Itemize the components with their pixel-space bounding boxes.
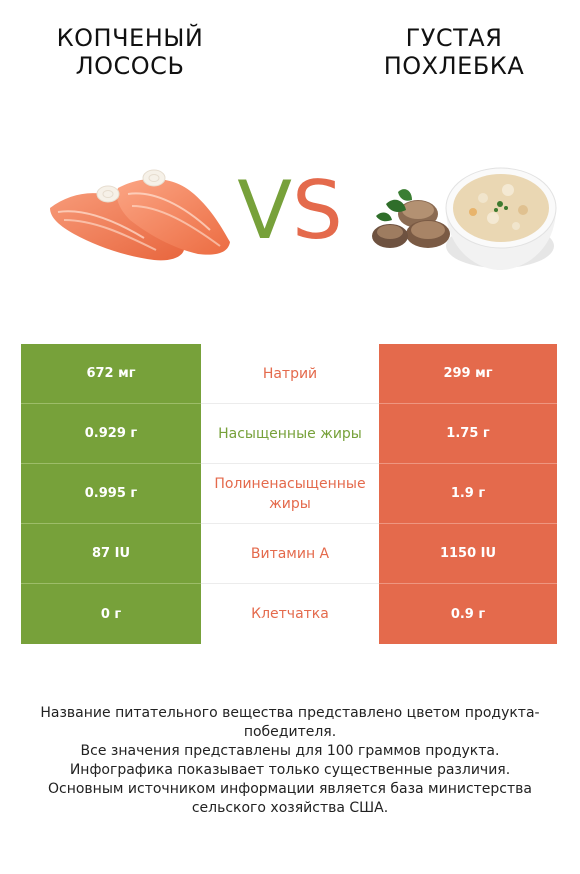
table-row: 0 г Клетчатка 0.9 г	[21, 584, 557, 644]
footer-notes: Название питательного вещества представл…	[10, 704, 570, 818]
smoked-salmon-image	[50, 169, 230, 261]
left-value: 672 мг	[21, 344, 201, 404]
right-value: 1.9 г	[379, 464, 557, 524]
chowder-image	[372, 167, 557, 270]
nutrient-name: Полиненасыщенные жиры	[214, 475, 366, 512]
nutrient-label: Насыщенные жиры	[201, 404, 379, 464]
footer-line: Все значения представлены для 100 граммо…	[80, 743, 500, 759]
left-value: 0.929 г	[21, 404, 201, 464]
table-row: 0.995 г Полиненасыщенные жиры 1.9 г	[21, 464, 557, 524]
nutrient-label: Витамин A	[201, 524, 379, 584]
nutrient-label: Натрий	[201, 344, 379, 404]
left-value: 87 IU	[21, 524, 201, 584]
table-row: 87 IU Витамин A 1150 IU	[21, 524, 557, 584]
versus-mark: VS	[228, 166, 352, 256]
left-food-title: КОПЧЕНЫЙ ЛОСОСЬ	[56, 24, 204, 80]
table-row: 672 мг Натрий 299 мг	[21, 344, 557, 404]
right-value: 0.9 г	[379, 584, 557, 644]
right-value: 299 мг	[379, 344, 557, 404]
footer-line: Инфографика показывает только существенн…	[69, 762, 511, 778]
nutrient-label: Клетчатка	[201, 584, 379, 644]
nutrient-name: Клетчатка	[251, 606, 329, 622]
left-value: 0.995 г	[21, 464, 201, 524]
vs-s-letter: S	[291, 164, 343, 257]
right-value: 1150 IU	[379, 524, 557, 584]
footer-line: Основным источником информации является …	[48, 781, 532, 816]
nutrient-label: Полиненасыщенные жиры	[201, 464, 379, 524]
nutrient-name: Насыщенные жиры	[218, 425, 362, 442]
nutrient-name: Натрий	[262, 365, 318, 382]
vs-v-letter: V	[237, 164, 292, 257]
comparison-table: 672 мг Натрий 299 мг 0.929 г Насыщенные …	[21, 344, 557, 644]
left-value: 0 г	[21, 584, 201, 644]
right-value: 1.75 г	[379, 404, 557, 464]
right-food-title: ГУСТАЯ ПОХЛЕБКА	[383, 24, 525, 80]
table-row: 0.929 г Насыщенные жиры 1.75 г	[21, 404, 557, 464]
footer-line: Название питательного вещества представл…	[40, 705, 540, 740]
nutrient-name: Витамин A	[250, 545, 330, 562]
